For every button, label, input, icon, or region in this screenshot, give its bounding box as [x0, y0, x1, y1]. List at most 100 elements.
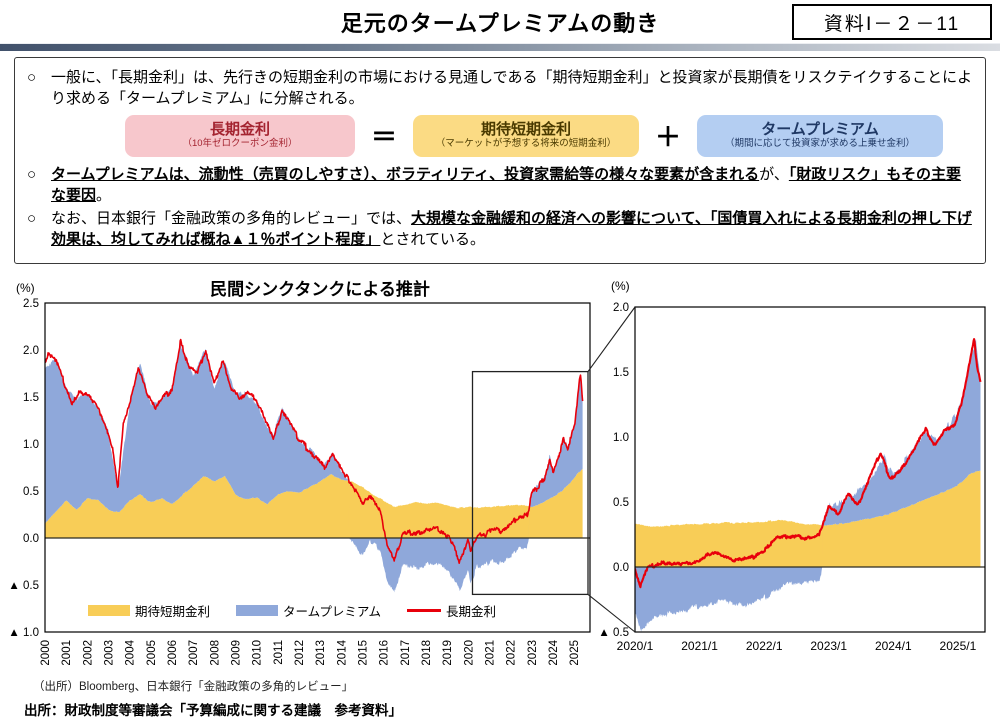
right-x-axis-labels: 2020/1 2021/1 2022/1 2023/1 2024/1 2025/1 — [617, 639, 977, 653]
x-tick-label: 2024/1 — [875, 639, 912, 653]
footer-source: 出所：財政制度等審議会「予算編成に関する建議 参考資料」 — [24, 703, 402, 718]
right-chart-unit-label: (%) — [611, 279, 630, 293]
note-text-segment: 「財政リスク」もその主要な要因 — [51, 165, 962, 204]
divider-gradient-bar — [0, 43, 1000, 51]
zoom-rect — [471, 370, 589, 596]
legend-label-term-premium: タームプレミアム — [283, 605, 382, 619]
eq-term-premium-label: タームプレミアム — [761, 120, 879, 138]
x-tick-label: 2000 — [40, 640, 52, 666]
x-tick-label: 2009 — [231, 640, 243, 666]
eq-long-rate-label: 長期金利 — [209, 120, 270, 138]
note-text-segment: なお、日本銀行「金融政策の多角的レビュー」では、 — [51, 210, 412, 228]
y-tick-label: ▲ 0.5 — [598, 627, 629, 639]
eq-expected-short-label: 期待短期金利 — [481, 120, 572, 138]
y-tick-label: 1.0 — [613, 432, 629, 444]
page-title: 足元のタームプレミアムの動き — [340, 11, 660, 36]
area-expected-short-rate — [45, 468, 583, 538]
y-tick-label: 1.5 — [23, 392, 39, 404]
note-bullet-2: ○ タームプレミアムは、流動性（売買のしやすさ）、ボラティリティ、投資家需給等の… — [25, 164, 975, 207]
eq-long-rate-sub: （10年ゼロクーポン金利） — [182, 138, 298, 150]
x-tick-label: 2019 — [442, 640, 454, 666]
equation-row: 長期金利 （10年ゼロクーポン金利） ＝ 期待短期金利 （マーケットが予想する将… — [125, 114, 975, 157]
x-tick-label: 2021 — [485, 640, 497, 666]
plus-sign: ＋ — [655, 122, 682, 153]
x-tick-label: 2002 — [82, 640, 94, 666]
bullet-marker: ○ — [27, 210, 37, 228]
x-tick-label: 2003 — [104, 640, 116, 666]
chart-legend: 期待短期金利 タームプレミアム 長期金利 — [88, 601, 496, 620]
x-tick-label: 2022 — [506, 640, 518, 666]
plot-border — [44, 302, 591, 633]
x-tick-label: 2025/1 — [940, 639, 977, 653]
x-tick-label: 2021/1 — [681, 639, 718, 653]
legend-item-expected-short: 期待短期金利 — [88, 601, 210, 620]
x-tick-label: 2024 — [548, 639, 560, 665]
legend-item-term-premium: タームプレミアム — [236, 601, 381, 620]
chart-source-note: （出所）Bloomberg、日本銀行「金融政策の多角的レビュー」 — [33, 681, 354, 693]
area-term-premium — [45, 344, 583, 593]
area-term-premium — [635, 339, 981, 632]
x-tick-label: 2010 — [252, 640, 264, 666]
y-tick-label: 2.5 — [23, 298, 39, 310]
connector-top — [587, 306, 636, 372]
note-text-segment: 一般に、「長期金利」は、先行きの短期金利の市場における見通しである「期待短期金利… — [51, 69, 973, 108]
x-tick-label: 2014 — [336, 639, 348, 665]
connector-bottom — [587, 593, 636, 633]
reference-label: 資料Ⅰ－２－11 — [823, 13, 961, 35]
plot-border — [634, 306, 986, 633]
legend-label-long-rate: 長期金利 — [446, 605, 497, 619]
left-chart-title: 民間シンクタンクによる推計 — [210, 280, 430, 299]
note-text-segment: 。 — [96, 186, 112, 204]
note-text-segment: 大規模な金融緩和の経済への影響について、「国債買入れによる長期金利の押し下げ効果… — [51, 210, 972, 249]
y-tick-label: 0.0 — [613, 562, 629, 574]
left-chart-unit-label: (%) — [16, 281, 35, 295]
y-tick-label: 2.0 — [23, 345, 39, 357]
x-tick-label: 2016 — [379, 640, 391, 666]
left-x-axis-labels: 2000 2001 2002 2003 2004 2005 2006 2007 2008 2009… — [40, 639, 581, 665]
eq-long-rate-box: 長期金利 （10年ゼロクーポン金利） — [125, 114, 355, 157]
note-bullet-3: ○ なお、日本銀行「金融政策の多角的レビュー」では、大規模な金融緩和の経済への影… — [25, 208, 975, 251]
x-tick-label: 2020/1 — [617, 639, 654, 653]
x-tick-label: 2022/1 — [746, 639, 783, 653]
x-tick-label: 2020 — [463, 640, 475, 666]
y-axis-labels: 2.0 1.5 1.0 0.5 0.0 ▲ 0.5 — [598, 302, 629, 639]
x-tick-label: 2004 — [125, 639, 137, 665]
x-tick-label: 2018 — [421, 640, 433, 666]
eq-term-premium-sub: （期間に応じて投資家が求める上乗せ金利） — [725, 138, 916, 150]
note-text-segment: タームプレミアムは、流動性（売買のしやすさ）、ボラティリティ、投資家需給等の様々… — [51, 165, 760, 183]
legend-swatch-red-line — [407, 609, 442, 612]
legend-label-expected-short: 期待短期金利 — [135, 605, 211, 619]
y-tick-label: ▲ 1.0 — [8, 627, 39, 639]
legend-swatch-blue — [236, 605, 279, 616]
eq-term-premium-box: タームプレミアム （期間に応じて投資家が求める上乗せ金利） — [697, 114, 944, 157]
reference-label-box: 資料Ⅰ－２－11 — [792, 4, 992, 40]
x-tick-label: 2001 — [61, 640, 73, 666]
x-tick-label: 2015 — [358, 640, 370, 666]
y-tick-label: ▲ 0.5 — [8, 580, 39, 592]
line-long-term-rate — [45, 338, 584, 564]
x-tick-label: 2023 — [527, 640, 539, 666]
header: 足元のタームプレミアムの動き 資料Ⅰ－２－11 — [0, 0, 1000, 40]
note-text-segment: とされている。 — [380, 231, 485, 249]
bullet-marker: ○ — [27, 165, 37, 183]
x-tick-label: 2023/1 — [810, 639, 847, 653]
note-bullet-1-text: 一般に、「長期金利」は、先行きの短期金利の市場における見通しである「期待短期金利… — [51, 67, 975, 110]
y-tick-label: 0.0 — [23, 533, 39, 545]
x-tick-label: 2013 — [315, 640, 327, 666]
x-tick-label: 2012 — [294, 640, 306, 666]
y-tick-label: 2.0 — [613, 302, 629, 314]
area-expected-short-rate — [635, 470, 981, 567]
eq-expected-short-sub: （マーケットが予想する将来の短期金利） — [435, 138, 617, 150]
legend-swatch-yellow — [88, 605, 130, 616]
connector-lines — [587, 306, 636, 633]
y-tick-label: 0.5 — [613, 497, 629, 509]
y-axis-labels: 2.5 2.0 1.5 1.0 0.5 0.0 ▲ 0.5 ▲ 1.0 — [8, 298, 39, 639]
x-tick-label: 2017 — [400, 640, 412, 666]
note-text-segment: が、 — [759, 165, 789, 183]
note-bullet-3-text: なお、日本銀行「金融政策の多角的レビュー」では、大規模な金融緩和の経済への影響に… — [51, 208, 975, 251]
x-tick-label: 2008 — [209, 640, 221, 666]
